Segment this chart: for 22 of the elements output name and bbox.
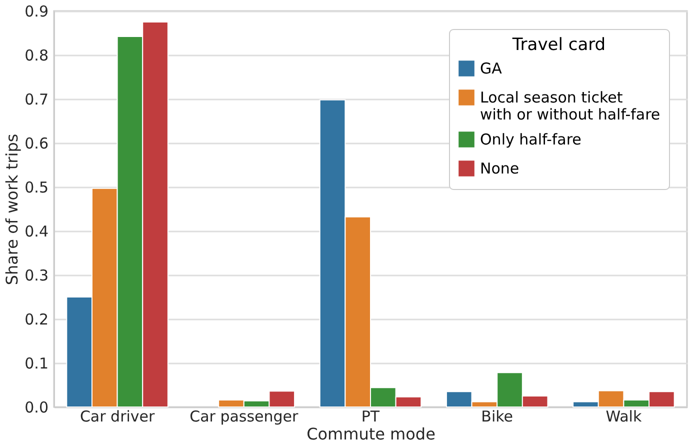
y-axis-title: Share of work trips: [2, 134, 22, 286]
legend-title: Travel card: [511, 35, 606, 55]
legend-label: Only half-fare: [480, 130, 582, 148]
x-tick-label: Car driver: [80, 408, 156, 426]
y-tick-label: 0.5: [24, 178, 48, 196]
legend-label: GA: [480, 60, 503, 78]
x-tick-label: Walk: [606, 408, 642, 426]
y-tick-label: 0.6: [24, 134, 48, 152]
x-tick-label: Car passenger: [190, 408, 300, 426]
y-tick-label: 0.1: [24, 354, 48, 372]
y-tick-label: 0.2: [24, 310, 48, 328]
y-tick-label: 0.7: [24, 90, 48, 108]
x-tick-label: Bike: [481, 408, 514, 426]
y-tick-label: 0.9: [24, 2, 48, 20]
y-tick-label: 0.0: [24, 398, 48, 416]
legend-label: None: [480, 160, 520, 178]
x-tick-label: PT: [361, 408, 380, 426]
y-tick-label: 0.3: [24, 266, 48, 284]
legend-label: Local season ticket with or without half-fare: [480, 88, 660, 124]
y-tick-label: 0.4: [24, 222, 48, 240]
y-tick-label: 0.8: [24, 46, 48, 64]
x-axis-title: Commute mode: [306, 424, 436, 444]
